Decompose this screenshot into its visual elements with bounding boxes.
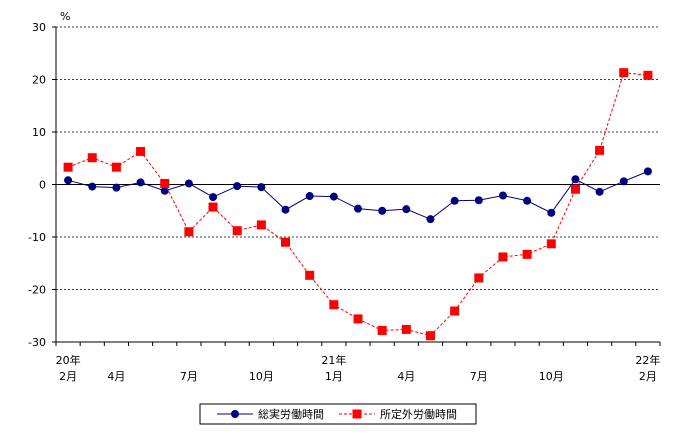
- series-2: [63, 68, 653, 341]
- data-point: [64, 176, 73, 185]
- data-point: [402, 205, 411, 214]
- data-point: [305, 270, 315, 280]
- data-point: [184, 227, 194, 237]
- data-point: [232, 226, 242, 236]
- x-tick-label: 7月: [180, 370, 198, 383]
- data-point: [257, 183, 266, 192]
- data-point: [305, 192, 314, 201]
- data-point: [208, 202, 218, 212]
- y-unit-label: %: [60, 10, 70, 23]
- data-point: [450, 306, 460, 316]
- legend-marker: [231, 410, 239, 418]
- legend-marker: [352, 409, 362, 419]
- data-point: [354, 204, 362, 213]
- data-point: [63, 162, 73, 172]
- data-point: [523, 196, 532, 205]
- data-point: [112, 183, 121, 192]
- y-tick-label: 20: [32, 74, 46, 87]
- data-point: [547, 208, 556, 217]
- x-tick-label: 10月: [539, 370, 564, 383]
- data-point: [498, 191, 507, 200]
- x-tick-label: 10月: [249, 370, 274, 383]
- x-tick-label: 2月: [59, 370, 77, 383]
- data-point: [377, 325, 387, 335]
- data-point: [88, 182, 97, 191]
- x-tick-label: 4月: [107, 370, 125, 383]
- x-tick-label: 2月: [639, 370, 657, 383]
- y-tick-label: -30: [28, 336, 46, 349]
- series-line: [67, 72, 648, 337]
- y-tick-label: -20: [28, 284, 46, 297]
- data-point: [426, 215, 435, 224]
- data-point: [425, 331, 435, 341]
- legend-label: 総実労働時間: [258, 407, 324, 421]
- data-point: [160, 178, 170, 188]
- y-tick-label: 0: [39, 179, 46, 192]
- data-point: [281, 237, 291, 247]
- legend-box: [199, 403, 477, 425]
- data-point: [184, 179, 193, 188]
- data-point: [595, 187, 604, 196]
- data-point: [498, 252, 508, 262]
- data-point: [378, 206, 387, 215]
- data-point: [401, 324, 411, 334]
- data-point: [571, 175, 580, 184]
- x-tick-label: 20年: [56, 353, 81, 367]
- data-point: [522, 249, 532, 259]
- data-point: [136, 178, 145, 187]
- data-point: [450, 196, 459, 205]
- data-point: [570, 184, 580, 194]
- x-tick-label: 7月: [470, 370, 488, 383]
- data-point: [256, 220, 266, 230]
- x-tick-label: 22年: [635, 353, 660, 367]
- data-point: [87, 153, 97, 163]
- data-point: [474, 196, 483, 205]
- y-tick-label: -10: [28, 231, 46, 244]
- data-point: [619, 68, 629, 78]
- y-tick-label: 30: [32, 21, 46, 34]
- data-point: [281, 205, 290, 214]
- data-point: [619, 177, 628, 186]
- x-tick-label: 21年: [321, 353, 346, 367]
- series-1: [64, 167, 652, 224]
- x-tick-label: 4月: [397, 370, 415, 383]
- data-point: [546, 239, 556, 249]
- data-point: [111, 162, 121, 172]
- data-point: [329, 192, 338, 201]
- legend-label: 所定外労働時間: [380, 407, 457, 421]
- data-point: [329, 300, 339, 310]
- x-tick-label: 1月: [325, 370, 343, 383]
- data-point: [136, 146, 146, 156]
- data-point: [209, 193, 218, 202]
- data-point: [353, 314, 363, 324]
- data-point: [595, 145, 605, 155]
- data-point: [474, 273, 484, 283]
- data-point: [160, 186, 169, 195]
- y-tick-label: 10: [32, 126, 46, 139]
- data-point: [233, 182, 242, 191]
- data-point: [643, 167, 652, 176]
- data-point: [643, 70, 653, 80]
